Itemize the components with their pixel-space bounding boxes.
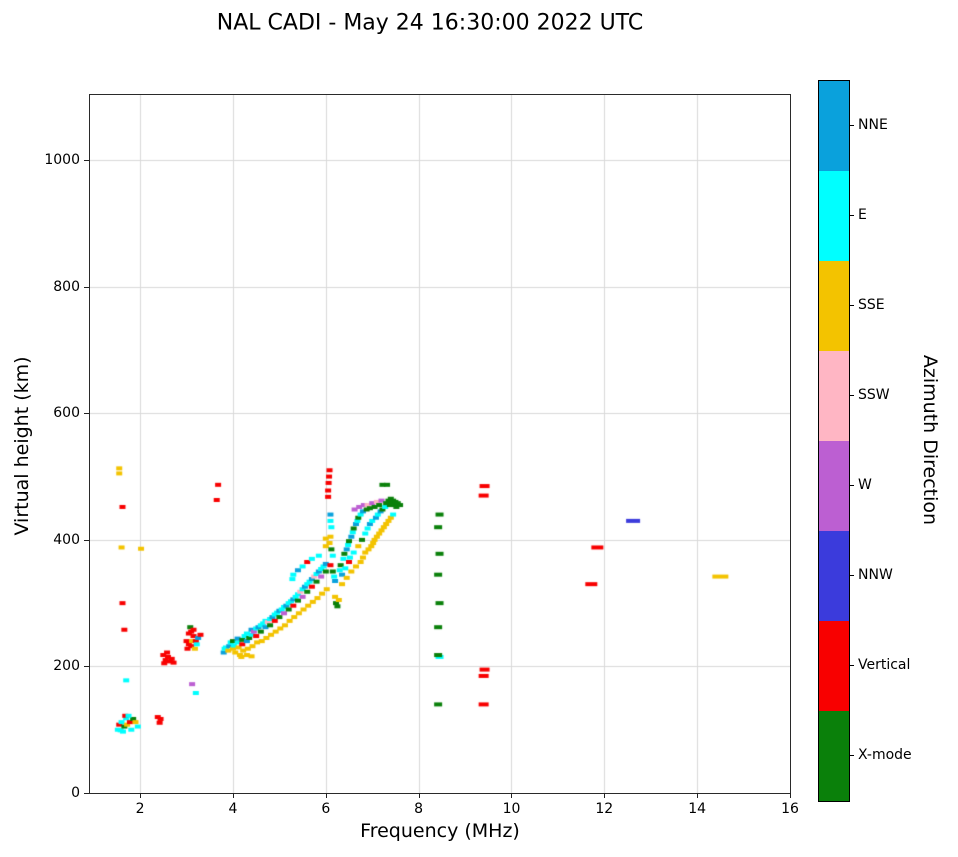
x-tick-label: 16	[781, 801, 799, 817]
x-tick-mark	[418, 793, 420, 798]
colorbar-label-w: W	[858, 477, 872, 493]
y-tick-mark	[84, 539, 89, 541]
y-tick-mark	[84, 413, 89, 415]
y-tick-mark	[84, 286, 89, 288]
colorbar-tick	[849, 305, 854, 306]
x-tick-label: 8	[414, 801, 424, 817]
colorbar	[818, 80, 850, 802]
y-axis-label: Virtual height (km)	[11, 356, 33, 536]
x-tick-label: 2	[135, 801, 145, 817]
y-tick-mark	[84, 793, 89, 794]
colorbar-axis-label: Azimuth Direction	[919, 354, 941, 526]
colorbar-tick	[849, 755, 854, 756]
colorbar-label-ssw: SSW	[858, 387, 890, 403]
colorbar-segment-e	[819, 171, 849, 261]
y-tick-mark	[84, 160, 89, 162]
x-tick-mark	[232, 793, 234, 798]
colorbar-tick	[849, 125, 854, 126]
colorbar-label-vertical: Vertical	[858, 657, 911, 673]
x-tick-mark	[511, 793, 513, 798]
x-tick-label: 10	[502, 801, 521, 817]
x-tick-mark	[325, 793, 327, 798]
colorbar-label-sse: SSE	[858, 297, 885, 313]
colorbar-segment-ssw	[819, 351, 849, 441]
colorbar-label-x-mode: X-mode	[858, 747, 912, 763]
y-tick-label: 0	[71, 785, 80, 801]
x-tick-mark	[140, 793, 142, 798]
y-tick-label: 600	[53, 405, 80, 422]
x-tick-label: 12	[595, 801, 614, 817]
y-tick-label: 200	[53, 658, 80, 675]
plot-area	[89, 94, 791, 794]
colorbar-tick	[849, 665, 854, 666]
colorbar-tick	[849, 575, 854, 576]
colorbar-tick	[849, 395, 854, 396]
colorbar-segment-vertical	[819, 621, 849, 711]
x-axis-label: Frequency (MHz)	[360, 820, 520, 842]
colorbar-tick	[849, 215, 854, 216]
scatter-canvas	[90, 95, 790, 793]
x-tick-label: 4	[228, 801, 238, 817]
y-tick-label: 800	[53, 278, 80, 295]
colorbar-label-nnw: NNW	[858, 567, 893, 583]
colorbar-label-nne: NNE	[858, 117, 888, 133]
colorbar-segment-nne	[819, 81, 849, 171]
colorbar-label-e: E	[858, 207, 867, 223]
colorbar-tick	[849, 485, 854, 486]
x-tick-mark	[697, 793, 699, 798]
colorbar-segment-sse	[819, 261, 849, 351]
y-tick-label: 1000	[44, 152, 80, 169]
x-tick-label: 6	[321, 801, 331, 817]
colorbar-segment-w	[819, 441, 849, 531]
chart-title: NAL CADI - May 24 16:30:00 2022 UTC	[216, 10, 644, 36]
x-tick-mark	[604, 793, 606, 798]
colorbar-segment-x-mode	[819, 711, 849, 801]
y-tick-mark	[84, 666, 89, 668]
y-tick-label: 400	[53, 531, 80, 548]
colorbar-segment-nnw	[819, 531, 849, 621]
x-tick-mark	[790, 793, 791, 798]
x-tick-label: 14	[688, 801, 707, 817]
